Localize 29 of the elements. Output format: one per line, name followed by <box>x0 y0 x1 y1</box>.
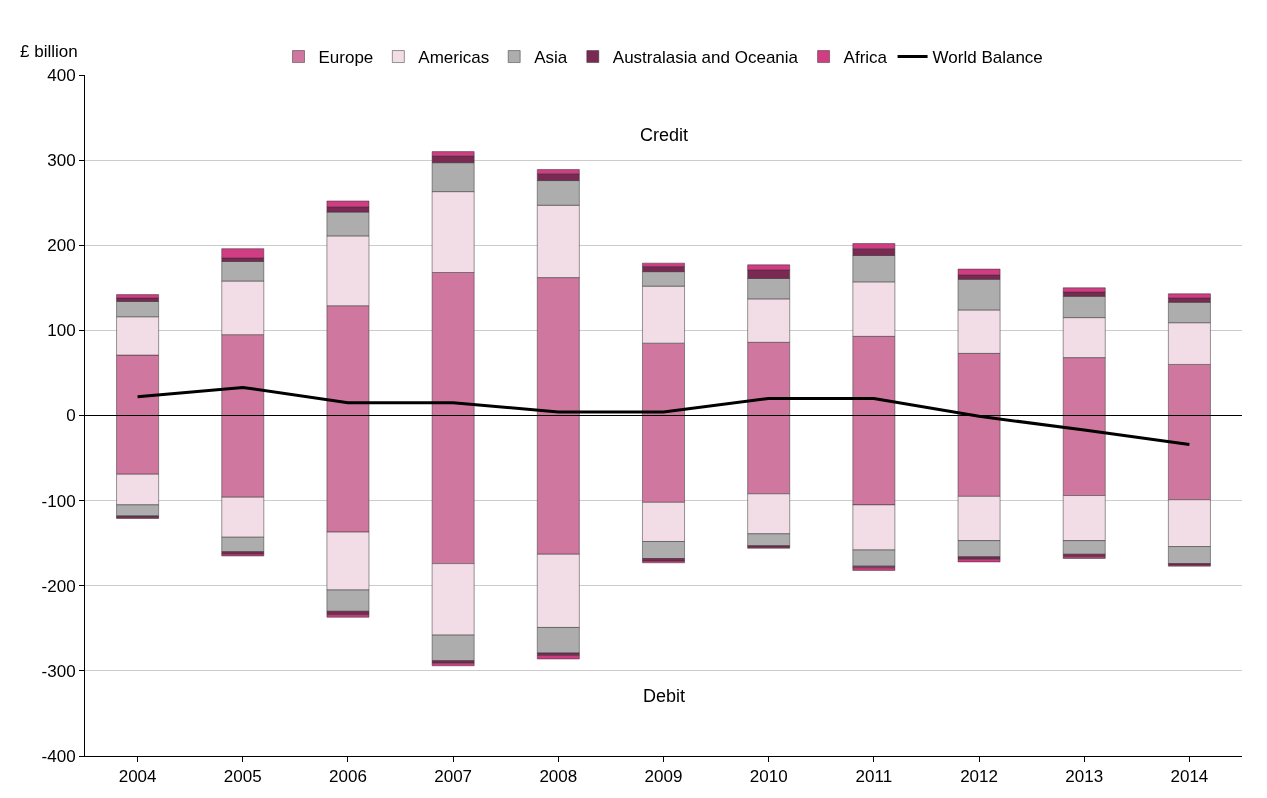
annotation: Credit <box>640 125 689 145</box>
x-tick-label: 2010 <box>749 767 788 787</box>
x-tick-label: 2005 <box>223 767 262 787</box>
legend-label: Asia <box>534 48 568 68</box>
annotation: Debit <box>643 686 686 706</box>
legend-label: Africa <box>843 48 888 68</box>
y-tick-label: -200 <box>41 576 76 596</box>
legend-label: Europe <box>318 48 374 68</box>
y-tick-label: 0 <box>66 406 76 426</box>
x-tick-label: 2011 <box>855 767 893 787</box>
y-axis-title: £ billion <box>20 42 78 61</box>
y-tick-label: 300 <box>47 151 76 171</box>
x-tick-label: 2009 <box>644 767 683 787</box>
legend-label: World Balance <box>932 48 1043 68</box>
y-tick-label: -400 <box>41 746 76 766</box>
x-tick-label: 2007 <box>434 767 473 787</box>
y-tick-label: -100 <box>41 491 76 511</box>
y-tick-label: 200 <box>47 236 76 256</box>
x-tick-label: 2013 <box>1065 767 1104 787</box>
y-tick-label: -300 <box>41 661 76 681</box>
x-tick-label: 2014 <box>1170 767 1209 787</box>
x-tick-label: 2004 <box>118 767 157 787</box>
y-tick-label: 400 <box>47 65 76 85</box>
legend-label: Australasia and Oceania <box>612 48 799 68</box>
x-tick-label: 2012 <box>960 767 998 787</box>
x-tick-label: 2006 <box>329 767 367 787</box>
legend-label: Americas <box>418 48 490 68</box>
y-tick-label: 100 <box>47 321 76 341</box>
x-tick-label: 2008 <box>539 767 578 787</box>
